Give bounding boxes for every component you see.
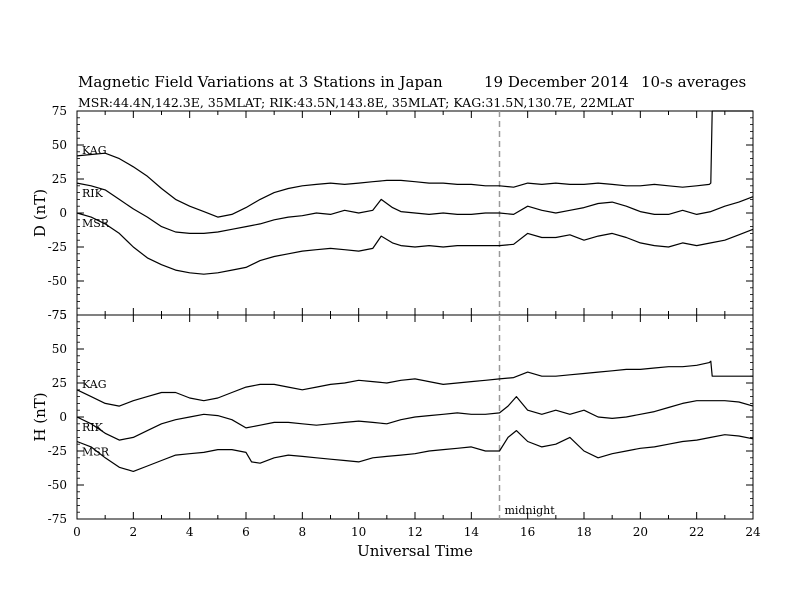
- y-tick-label: -50: [48, 274, 67, 288]
- y-tick-label: 0: [59, 410, 67, 424]
- y-tick-label: 75: [52, 104, 67, 118]
- averaging-label: 10-s averages: [641, 73, 747, 91]
- x-tick-label: 4: [186, 525, 194, 539]
- h-series-rik: [76, 396, 754, 441]
- x-tick-label: 8: [299, 525, 307, 539]
- x-tick-label: 12: [407, 525, 422, 539]
- d-series-kag: [76, 110, 753, 218]
- h-series-kag: [76, 360, 753, 407]
- x-tick-label: 6: [242, 525, 250, 539]
- d-series-rik: [76, 182, 754, 234]
- x-tick-label: 2: [130, 525, 138, 539]
- x-tick-label: 16: [520, 525, 535, 539]
- y-tick-label: -25: [48, 444, 67, 458]
- chart-title: Magnetic Field Variations at 3 Stations …: [78, 73, 443, 91]
- panel-h: 75 50 25 0 -25 -50 -75 H (nT) midnight KAG RIK MSR 0…: [31, 308, 761, 560]
- series-label-rik: RIK: [82, 187, 104, 200]
- x-tick-label: 0: [73, 525, 81, 539]
- y-tick-label: 50: [52, 138, 67, 152]
- station-coordinates: MSR:44.4N,142.3E, 35MLAT; RIK:43.5N,143.…: [78, 95, 634, 110]
- series-label-msr: MSR: [82, 445, 110, 458]
- y-tick-label: -75: [48, 512, 67, 526]
- y-tick-label: 25: [52, 376, 67, 390]
- y-tick-label: 0: [59, 206, 67, 220]
- y-tick-label: -50: [48, 478, 67, 492]
- d-series-msr: [76, 212, 754, 275]
- y-tick-label: -75: [48, 308, 67, 322]
- panel-d: 75 50 25 0 -25 -50 -75 D (nT) KAG RIK MSR: [31, 104, 754, 322]
- x-tick-label: 14: [464, 525, 480, 539]
- series-label-msr: MSR: [82, 217, 110, 230]
- x-tick-label: 24: [745, 525, 761, 539]
- d-axis-label: D (nT): [31, 189, 49, 237]
- series-label-kag: KAG: [82, 144, 107, 157]
- y-tick-label: 75: [52, 308, 67, 322]
- x-tick-label: 20: [633, 525, 648, 539]
- midnight-label: midnight: [505, 504, 556, 517]
- chart-date: 19 December 2014: [484, 73, 629, 91]
- series-label-kag: KAG: [82, 378, 107, 391]
- x-tick-label: 22: [689, 525, 704, 539]
- series-label-rik: RIK: [82, 421, 104, 434]
- y-tick-label: 50: [52, 342, 67, 356]
- h-series-msr: [76, 430, 754, 472]
- x-axis-label: Universal Time: [357, 542, 473, 560]
- x-tick-label: 18: [576, 525, 591, 539]
- y-tick-label: -25: [48, 240, 67, 254]
- y-tick-label: 25: [52, 172, 67, 186]
- h-axis-label: H (nT): [31, 392, 49, 441]
- x-tick-label: 10: [351, 525, 366, 539]
